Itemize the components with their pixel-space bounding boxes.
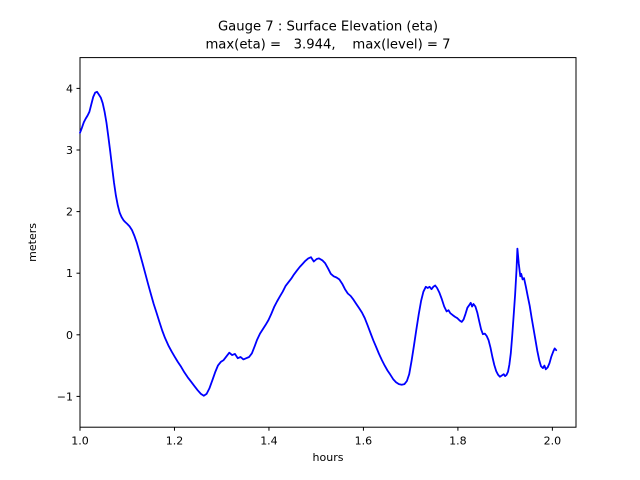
y-axis-ticks: −1 0 1 2 3 4 xyxy=(57,82,80,403)
x-axis-label: hours xyxy=(313,451,344,464)
eta-line-series xyxy=(79,90,558,397)
tick-label: 1.4 xyxy=(260,435,278,448)
tick-label: 1 xyxy=(66,267,73,280)
tick-label: 0 xyxy=(66,329,73,342)
tick-label: 1.6 xyxy=(355,435,373,448)
plot-frame xyxy=(79,57,577,428)
tick-label: 3 xyxy=(66,144,73,157)
tick-label: 2 xyxy=(66,206,73,219)
tick-label: 1.2 xyxy=(166,435,184,448)
tick-label: 4 xyxy=(66,82,73,95)
y-axis-label: meters xyxy=(26,223,39,262)
chart-title-line2: max(eta) = 3.944, max(level) = 7 xyxy=(205,38,450,53)
tick-label: 1.8 xyxy=(449,435,467,448)
tick-label: 2.0 xyxy=(544,435,562,448)
tick-label: 1.0 xyxy=(71,435,89,448)
chart-title-line1: Gauge 7 : Surface Elevation (eta) xyxy=(218,20,438,35)
tick-label: −1 xyxy=(57,390,73,403)
x-axis-ticks: 1.0 1.2 1.4 1.6 1.8 2.0 xyxy=(71,427,562,448)
